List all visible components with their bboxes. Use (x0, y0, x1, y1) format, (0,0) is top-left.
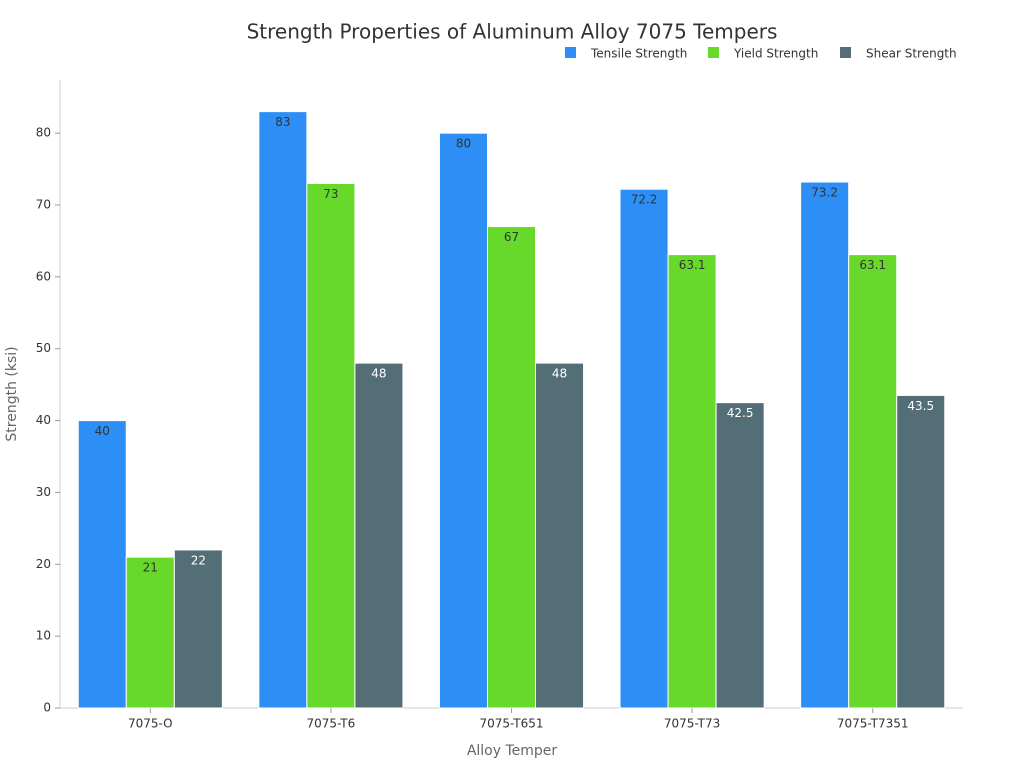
y-axis-title: Strength (ksi) (4, 346, 20, 441)
value-label: 43.5 (907, 399, 934, 413)
x-tick-label: 7075-T7351 (837, 717, 909, 731)
bar (77, 420, 127, 709)
value-label: 73.2 (811, 186, 838, 200)
value-label: 80 (456, 137, 471, 151)
value-label: 63.1 (859, 258, 886, 272)
y-tick-label: 80 (36, 126, 51, 140)
bar (848, 254, 898, 709)
bar (535, 362, 585, 709)
y-tick-label: 60 (36, 269, 51, 283)
bar (438, 132, 488, 709)
legend-swatch (708, 47, 719, 58)
value-label: 42.5 (727, 406, 754, 420)
y-tick-label: 0 (43, 701, 51, 715)
y-tick-label: 10 (36, 629, 51, 643)
x-tick-label: 7075-T73 (664, 717, 720, 731)
legend-label: Yield Strength (733, 47, 818, 61)
legend-swatch (565, 47, 576, 58)
value-label: 48 (371, 367, 386, 381)
bar (667, 254, 717, 709)
x-tick-label: 7075-O (128, 717, 173, 731)
bar (258, 111, 308, 709)
bar (715, 402, 765, 709)
y-tick-label: 30 (36, 485, 51, 499)
bar (486, 226, 537, 709)
value-label: 83 (275, 115, 290, 129)
bar (896, 394, 946, 709)
x-tick-label: 7075-T6 (307, 717, 356, 731)
legend-label: Shear Strength (866, 47, 957, 61)
chart-title: Strength Properties of Aluminum Alloy 70… (247, 20, 778, 44)
x-tick-label: 7075-T651 (479, 717, 543, 731)
bar (619, 188, 669, 709)
value-label: 67 (504, 230, 519, 244)
legend-swatch (840, 47, 851, 58)
y-tick-label: 70 (36, 198, 51, 212)
y-tick-label: 40 (36, 413, 51, 427)
legend-label: Tensile Strength (590, 47, 687, 61)
value-label: 73 (323, 187, 338, 201)
bar (125, 556, 175, 709)
value-label: 40 (95, 424, 110, 438)
bar (354, 362, 404, 709)
value-label: 48 (552, 367, 567, 381)
bar (306, 182, 356, 709)
value-label: 63.1 (679, 258, 706, 272)
y-tick-label: 20 (36, 557, 51, 571)
value-label: 22 (191, 553, 206, 567)
x-axis-title: Alloy Temper (467, 743, 558, 759)
value-label: 21 (143, 561, 158, 575)
bar (800, 181, 850, 709)
value-label: 72.2 (631, 193, 658, 207)
bar (173, 549, 223, 709)
y-tick-label: 50 (36, 341, 51, 355)
